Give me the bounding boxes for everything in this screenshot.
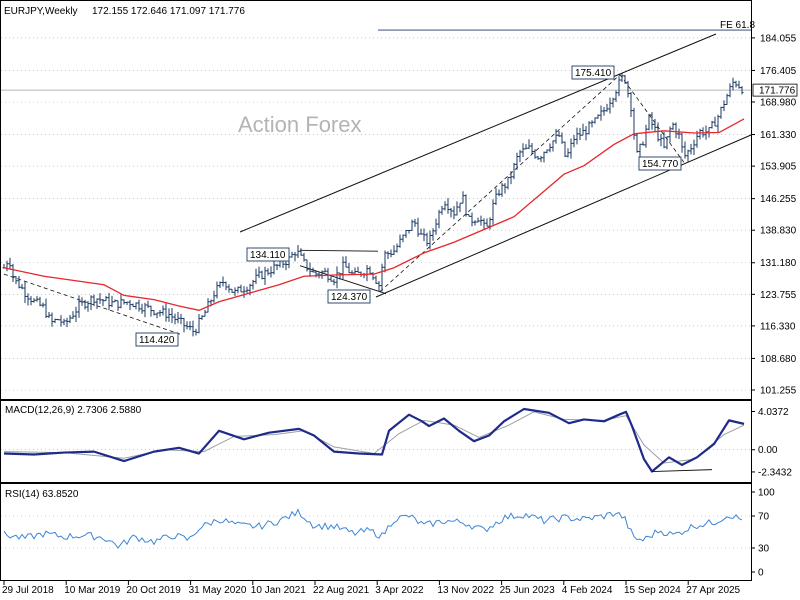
price-tick-label: 116.330 [760,321,796,332]
price-axis: 184.055 176.405 168.980 161.330 153.905 146.2… [751,33,798,397]
price-annotation-label: 175.410 [575,68,612,79]
channel-lower-line [375,134,752,298]
price-tick-label: 146.255 [760,194,797,205]
macd-support-line [651,469,713,472]
price-annotation-label: 114.420 [139,335,175,346]
time-axis: 29 Jul 2018 10 Mar 2019 20 Oct 2019 31 May … [2,581,741,596]
time-tick-label: 13 Nov 2022 [437,585,494,596]
macd-signal-line [3,411,745,464]
time-tick-label: 15 Sep 2024 [624,585,681,596]
time-tick-label: 31 May 2020 [189,585,247,596]
symbol-title: EURJPY,Weekly [4,6,78,17]
price-tick-label: 153.905 [760,162,797,173]
price-tick-label: 138.830 [760,226,797,237]
current-price-label: 171.776 [759,86,796,97]
macd-panel-frame [0,400,752,483]
macd-layer: 4.0372 0.00 -2.3432 [1,407,792,478]
rsi-line [3,508,743,549]
price-annotation-label: 124.370 [331,292,368,303]
price-lines [3,118,745,311]
price-annotation-box [246,247,290,262]
price-tick-label: 184.055 [760,33,797,44]
macd-tick-label: -2.3432 [758,467,792,478]
time-tick-label: 20 Oct 2019 [126,585,181,596]
macd-tick-label: 0.00 [758,445,778,456]
price-tick-label: 168.980 [760,98,797,109]
price-tick-label: 123.755 [760,290,797,301]
price-annotation-label: 134.110 [250,250,286,261]
rsi-tick-label: 100 [758,488,775,499]
price-annotation-box [571,65,615,80]
price-tick-label: 161.330 [760,130,797,141]
price-bars [2,73,744,337]
fe-level-label: FE 61.8 [720,20,755,31]
moving-average-line [3,118,745,311]
macd-tick-label: 4.0372 [758,407,789,418]
price-channel [3,33,752,335]
channel-upper-line [239,33,717,233]
projection-line-1 [3,273,181,335]
time-tick-label: 10 Jan 2021 [251,585,306,596]
price-tick-label: 108.680 [760,354,797,365]
time-tick-label: 22 Aug 2021 [313,585,370,596]
macd-line [3,407,745,473]
time-tick-label: 4 Feb 2024 [562,585,613,596]
rsi-tick-label: 0 [758,568,764,579]
rsi-tick-label: 30 [758,544,770,555]
price-annotation-box [327,289,371,304]
macd-title: MACD(12,26,9) 2.7306 2.5880 [5,405,142,416]
time-tick-label: 3 Apr 2022 [375,585,424,596]
time-tick-label: 29 Jul 2018 [2,585,54,596]
watermark: Action Forex [238,112,362,137]
price-tick-label: 101.255 [760,386,797,397]
price-panel-frame [0,0,752,400]
rsi-layer: 100 70 30 0 [1,488,775,579]
projection-line-2 [379,74,621,292]
time-tick-label: 10 Mar 2019 [64,585,121,596]
time-tick-label: 27 Apr 2025 [686,585,740,596]
price-gridlines: FE 61.8 [1,20,755,391]
price-annotations: 134.110 124.370 114.420 175.410 154.770 [135,65,682,347]
time-tick-label: 25 Jun 2023 [500,585,555,596]
triangle-upper [299,249,379,252]
price-annotation-box [135,332,179,347]
rsi-panel-frame [0,483,752,581]
price-tick-label: 176.405 [760,66,797,77]
price-annotation-label: 154.770 [642,159,679,170]
price-annotation-box [638,156,682,171]
rsi-tick-label: 70 [758,512,770,523]
ohlc-readout: 172.155 172.646 171.097 171.776 [92,6,245,17]
price-tick-label: 131.180 [760,258,797,269]
triangle-lower [299,265,387,295]
rsi-title: RSI(14) 63.8520 [5,489,79,500]
current-price-box [752,83,798,97]
